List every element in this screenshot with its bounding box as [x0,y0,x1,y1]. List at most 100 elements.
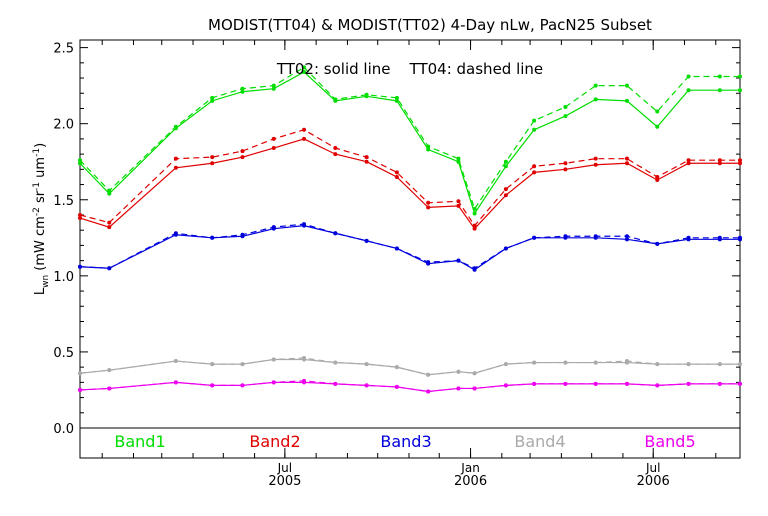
series-line-band5-tt02 [79,381,740,393]
data-point-band3-tt04 [107,266,112,271]
data-point-band3-tt04 [302,222,307,227]
data-point-band1-tt02 [271,86,276,91]
data-point-band1-tt04 [655,109,660,114]
data-point-band1-tt04 [456,156,461,161]
x-tick-label-year: 2006 [454,474,487,489]
data-point-band2-tt02 [426,205,431,210]
data-point-band1-tt04 [686,74,691,79]
data-point-band1-tt02 [593,97,598,102]
data-point-band3-tt04 [364,238,369,243]
y-tick-label: 0.0 [53,422,74,437]
data-point-band1-tt02 [563,114,568,119]
data-point-band2-tt02 [456,203,461,208]
data-point-band4-tt04 [173,359,178,364]
data-point-band3-tt04 [173,231,178,236]
series-line-band2-tt02 [79,138,740,230]
data-point-band1-tt04 [624,83,629,88]
data-point-band2-tt04 [472,223,477,228]
data-point-band2-tt02 [333,152,338,157]
data-point-band1-tt02 [107,191,112,196]
data-point-band2-tt02 [655,177,660,182]
y-axis-label-part: -1 [32,182,42,191]
data-point-band4-tt04 [240,362,245,367]
data-point-band2-tt02 [503,193,508,198]
data-point-band5-tt04 [394,384,399,389]
data-point-band1-tt04 [593,83,598,88]
data-point-band4-tt04 [593,360,598,365]
data-point-band4-tt04 [456,369,461,374]
data-point-band1-tt04 [563,104,568,109]
data-point-band1-tt04 [364,92,369,97]
data-point-band3-tt04 [593,234,598,239]
y-axis-label-part: sr [33,190,48,207]
data-point-band5-tt04 [107,386,112,391]
legend-label-band1: Band1 [114,432,165,451]
data-point-band5-tt04 [655,383,660,388]
data-point-band3-tt04 [686,235,691,240]
y-tick-label: 2.0 [53,118,74,133]
data-point-band4-tt04 [394,365,399,370]
data-point-band1-tt04 [173,124,178,129]
data-point-band1-tt02 [426,147,431,152]
legend-label-band4: Band4 [514,432,565,451]
series-line-band2-tt04 [79,129,740,227]
series-layer [78,65,742,394]
data-point-band3-tt04 [738,235,742,240]
line-style-note: TT02: solid line TT04: dashed line [276,60,543,78]
data-point-band2-tt04 [738,158,742,163]
data-point-band1-tt04 [738,74,742,79]
data-point-band2-tt04 [302,127,307,132]
data-point-band4-tt04 [78,371,82,376]
data-point-band2-tt04 [503,187,508,192]
data-point-band4-tt04 [717,362,722,367]
data-point-band2-tt04 [107,220,112,225]
data-point-band2-tt04 [686,158,691,163]
plot-frame-layer [79,39,741,459]
data-point-band1-tt04 [532,118,537,123]
data-point-band2-tt04 [240,149,245,154]
data-point-band5-tt04 [717,381,722,386]
data-point-band3-tt04 [78,264,82,269]
data-point-band1-tt02 [394,98,399,103]
data-point-band3-tt04 [210,235,215,240]
data-point-band1-tt04 [78,158,82,163]
legend-label-band2: Band2 [249,432,300,451]
y-axis-label-part: (mW cm [33,216,48,275]
data-point-band3-tt04 [240,232,245,237]
data-point-band1-tt02 [738,88,742,93]
data-point-band4-tt04 [333,360,338,365]
data-point-band2-tt02 [532,170,537,175]
data-point-band5-tt04 [271,380,276,385]
data-point-band3-tt04 [394,246,399,251]
data-point-band3-tt04 [333,231,338,236]
data-point-band3-tt02 [624,237,629,242]
series-line-band4-tt04 [79,357,740,376]
data-point-band2-tt02 [107,225,112,230]
y-tick-label: 0.5 [53,346,74,361]
data-point-band3-tt04 [655,241,660,246]
y-axis-label-part: -2 [32,207,42,216]
data-point-band2-tt02 [738,161,742,166]
data-point-band1-tt04 [333,97,338,102]
data-point-band1-tt04 [240,86,245,91]
data-point-band2-tt02 [472,226,477,231]
data-point-band4-tt04 [364,362,369,367]
data-point-band2-tt04 [394,170,399,175]
data-point-band2-tt04 [364,155,369,160]
x-tick-label-year: 2006 [637,474,670,489]
data-point-band5-tt04 [593,381,598,386]
y-tick-label: 1.0 [53,270,74,285]
data-point-band3-tt04 [456,258,461,263]
plot-border [79,39,741,459]
data-point-band1-tt04 [210,95,215,100]
y-axis-label-part: L [33,287,48,295]
data-point-band4-tt04 [107,368,112,373]
y-tick-label: 1.5 [53,194,74,209]
data-point-band5-tt04 [426,389,431,394]
data-point-band2-tt02 [210,161,215,166]
data-point-band2-tt02 [302,136,307,141]
data-point-band2-tt04 [655,174,660,179]
data-point-band1-tt02 [624,98,629,103]
data-point-band5-tt04 [456,386,461,391]
data-point-band1-tt04 [107,188,112,193]
